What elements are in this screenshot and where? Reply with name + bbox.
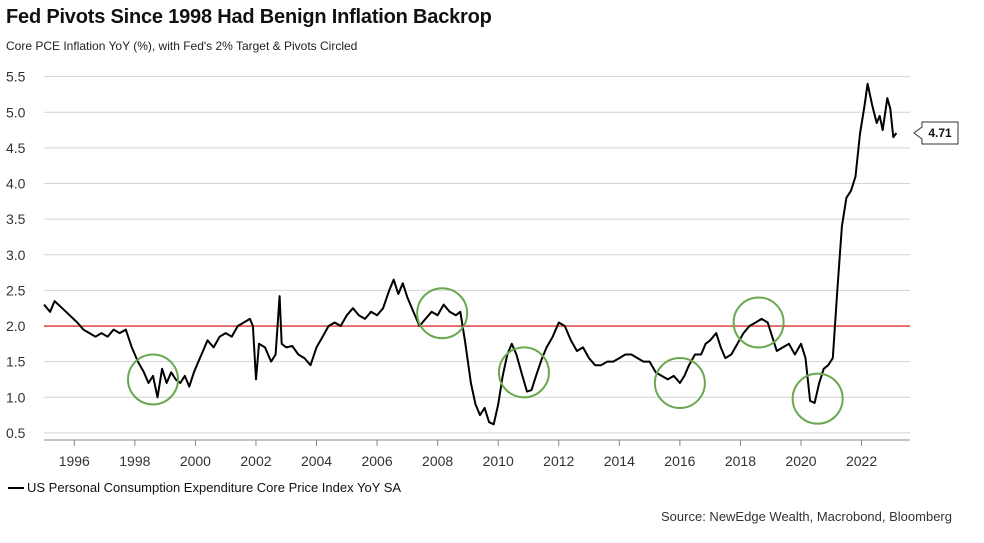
y-axis-ticks: 0.5 1.0 1.5 2.0 2.5 3.0 3.5 4.0 4.5 5.0 5.5: [6, 69, 26, 441]
y-tick-label: 2.5: [6, 282, 26, 298]
chart-title: Fed Pivots Since 1998 Had Benign Inflati…: [6, 6, 492, 28]
x-tick-label: 1996: [59, 453, 90, 469]
x-tick-label: 2018: [725, 453, 756, 469]
y-tick-label: 3.5: [6, 211, 26, 227]
x-tick-label: 2008: [422, 453, 453, 469]
callout-box: [913, 121, 959, 145]
pivot-circle: [497, 346, 550, 399]
x-tick-label: 2006: [361, 453, 392, 469]
legend: US Personal Consumption Expenditure Core…: [8, 480, 401, 495]
pivot-circle: [653, 357, 706, 410]
pivot-circle: [127, 353, 180, 406]
x-tick-label: 2016: [664, 453, 695, 469]
pivot-circle: [791, 372, 844, 425]
x-tick-label: 2014: [604, 453, 635, 469]
pivot-circles: [127, 287, 844, 425]
y-tick-label: 5.5: [6, 69, 26, 85]
source-note: Source: NewEdge Wealth, Macrobond, Bloom…: [661, 509, 952, 524]
pivot-circle: [732, 296, 785, 349]
x-tick-label: 2012: [543, 453, 574, 469]
chart-plot: 0.51.01.52.02.53.03.54.04.55.05.5 1996 19…: [6, 69, 959, 469]
y-tick-label: 0.5: [6, 425, 26, 441]
gridlines: [44, 76, 910, 441]
legend-label: US Personal Consumption Expenditure Core…: [27, 480, 402, 495]
last-value-callout: 4.71: [913, 121, 959, 145]
series-line: [43, 82, 898, 426]
chart-subtitle: Core PCE Inflation YoY (%), with Fed's 2…: [6, 39, 358, 53]
legend-swatch: [8, 486, 24, 489]
y-tick-label: 3.0: [6, 247, 26, 263]
x-axis-ticks: 1996 1998 2000 2002 2004 2006 2008 2010 2012 2014…: [59, 440, 877, 469]
x-tick-label: 2000: [180, 453, 211, 469]
x-tick-label: 2004: [301, 453, 332, 469]
callout-value: 4.71: [928, 126, 952, 140]
y-tick-label: 5.0: [6, 104, 26, 120]
x-tick-label: 2010: [483, 453, 514, 469]
x-tick-label: 2020: [785, 453, 816, 469]
y-tick-label: 1.0: [6, 389, 26, 405]
x-tick-label: 2022: [846, 453, 877, 469]
x-tick-label: 2002: [240, 453, 271, 469]
y-tick-label: 4.5: [6, 140, 26, 156]
pivot-circle: [416, 287, 469, 340]
y-tick-label: 1.5: [6, 354, 26, 370]
y-tick-label: 2.0: [6, 318, 26, 334]
x-tick-label: 1998: [119, 453, 150, 469]
y-tick-label: 4.0: [6, 176, 26, 192]
